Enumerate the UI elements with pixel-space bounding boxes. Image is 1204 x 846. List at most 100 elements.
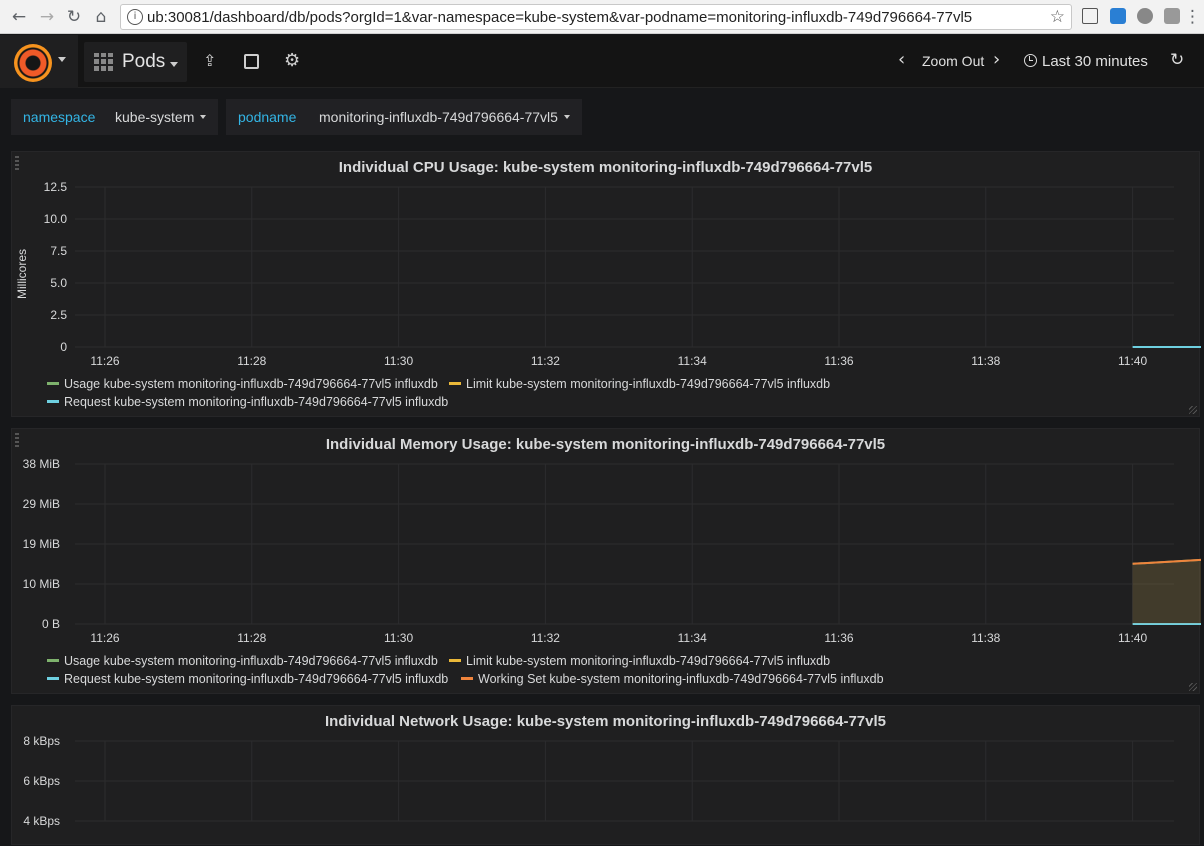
x-tick-label: 11:38 [971,354,1000,368]
series-fill [1132,559,1201,624]
caret-down-icon [58,57,66,62]
extension-globe-icon[interactable] [1137,8,1153,24]
legend-swatch [449,382,461,385]
dashboard-grid-icon [94,53,114,71]
refresh-icon[interactable]: ↻ [1170,50,1185,70]
panel-drag-handle[interactable] [15,433,19,447]
panel-resize-handle[interactable] [1189,683,1197,691]
x-tick-label: 11:26 [90,631,119,645]
y-tick-label: 10 MiB [23,577,60,591]
y-tick-label: 38 MiB [23,457,60,471]
legend-usage[interactable]: Usage kube-system monitoring-influxdb-74… [47,377,438,391]
time-back-chevron-icon[interactable]: ‹ [898,49,906,70]
panel-resize-handle[interactable] [1189,406,1197,414]
legend-request[interactable]: Request kube-system monitoring-influxdb-… [47,672,448,686]
y-tick-label: 10.0 [44,212,68,226]
network-usage-panel[interactable]: Individual Network Usage: kube-system mo… [11,705,1200,845]
clock-icon [1024,54,1037,67]
cast-icon[interactable] [1082,8,1098,24]
legend-swatch [461,677,473,680]
caret-down-icon [563,115,570,119]
x-tick-label: 11:38 [971,631,1000,645]
bookmark-star-icon[interactable]: ☆ [1049,7,1065,27]
cpu-usage-panel[interactable]: Individual CPU Usage: kube-system monito… [11,151,1201,417]
forward-arrow-icon[interactable]: → [39,7,55,27]
legend-label: Usage kube-system monitoring-influxdb-74… [64,654,438,668]
save-icon[interactable] [244,54,259,69]
x-tick-label: 11:40 [1118,631,1147,645]
x-tick-label: 11:40 [1118,354,1147,368]
series-fill [1132,559,1201,624]
zoom-out-button[interactable]: Zoom Out [922,53,985,69]
legend-limit[interactable]: Limit kube-system monitoring-influxdb-74… [449,377,830,391]
x-tick-label: 11:32 [531,354,560,368]
variable-podname-label: podname [226,99,309,135]
legend-swatch [47,382,59,385]
extension-square-icon[interactable] [1164,8,1180,24]
memory-usage-chart: 0 B 10 MiB 19 MiB 29 MiB 38 MiB 11:26 11:28 11:… [23,457,1201,645]
variable-namespace-value: kube-system [115,109,195,125]
back-arrow-icon[interactable]: ← [11,7,27,27]
x-tick-label: 11:28 [237,631,266,645]
variable-podname-value: monitoring-influxdb-749d796664-77vl5 [319,109,558,125]
grafana-menu-button[interactable] [0,35,78,88]
cpu-usage-chart: 0 2.5 5.0 7.5 10.0 12.5 11:26 11:28 11:30 11:32 11… [15,180,1201,368]
y-tick-label: 5.0 [50,276,67,290]
time-range-label: Last 30 minutes [1042,53,1148,70]
x-tick-label: 11:34 [678,631,707,645]
legend-request[interactable]: Request kube-system monitoring-influxdb-… [47,395,448,409]
legend-label: Usage kube-system monitoring-influxdb-74… [64,377,438,391]
dashboard-picker-button[interactable]: Pods [84,42,187,82]
network-usage-chart: 4 kBps 6 kBps 8 kBps [23,734,1174,828]
y-tick-label: 12.5 [44,180,68,194]
y-tick-label: 29 MiB [23,497,60,511]
x-tick-label: 11:30 [384,631,413,645]
legend-label: Request kube-system monitoring-influxdb-… [64,672,449,686]
x-tick-label: 11:36 [824,631,853,645]
legend-swatch [47,659,59,662]
x-tick-label: 11:28 [237,354,266,368]
menu-dots-icon[interactable]: ⋮ [1184,7,1201,27]
panel-drag-handle[interactable] [15,156,19,170]
memory-usage-panel[interactable]: Individual Memory Usage: kube-system mon… [11,428,1201,694]
variable-namespace-label: namespace [11,99,108,135]
legend-usage[interactable]: Usage kube-system monitoring-influxdb-74… [47,654,438,668]
series-line [1132,558,1201,565]
variable-podname-dropdown[interactable]: monitoring-influxdb-749d796664-77vl5 [307,99,582,135]
legend-limit[interactable]: Limit kube-system monitoring-influxdb-74… [449,654,830,668]
legend-swatch [47,677,59,680]
share-icon[interactable]: ⇪ [203,51,217,70]
legend-label: Limit kube-system monitoring-influxdb-74… [466,654,831,668]
x-tick-label: 11:26 [90,354,119,368]
browser-toolbar: ← → ↻ ⌂ i ub:30081/dashboard/db/pods?org… [0,0,1204,34]
dashboard-title: Pods [122,51,166,72]
variable-namespace-dropdown[interactable]: kube-system [103,99,219,135]
settings-gear-icon[interactable]: ⚙ [284,50,301,71]
info-icon[interactable]: i [127,9,143,25]
panel-title[interactable]: Individual CPU Usage: kube-system monito… [338,159,873,176]
y-tick-label: 0 B [42,617,60,631]
address-bar[interactable]: i ub:30081/dashboard/db/pods?orgId=1&var… [120,4,1072,30]
time-forward-chevron-icon[interactable]: › [993,49,1001,70]
caret-down-icon [200,115,207,119]
grafana-navbar: Pods ⇪ ⚙ ‹ Zoom Out › Last 30 minutes ↻ [0,35,1204,88]
home-icon[interactable]: ⌂ [95,7,107,27]
url-text[interactable]: ub:30081/dashboard/db/pods?orgId=1&var-n… [147,9,973,26]
y-tick-label: 4 kBps [23,814,60,828]
reload-icon[interactable]: ↻ [66,7,82,27]
legend-swatch [449,659,461,662]
y-tick-label: 19 MiB [23,537,60,551]
panel-title[interactable]: Individual Memory Usage: kube-system mon… [325,436,886,453]
extension-icon[interactable] [1110,8,1126,24]
grafana-logo-icon [14,44,52,82]
x-tick-label: 11:30 [384,354,413,368]
panel-title[interactable]: Individual Network Usage: kube-system mo… [325,713,886,730]
legend-swatch [47,400,59,403]
y-axis-label: Millicores [15,249,29,299]
y-tick-label: 6 kBps [23,774,60,788]
y-tick-label: 7.5 [50,244,67,258]
legend-working-set[interactable]: Working Set kube-system monitoring-influ… [461,672,884,686]
y-tick-label: 2.5 [50,308,67,322]
legend-label: Limit kube-system monitoring-influxdb-74… [466,377,831,391]
time-range-picker[interactable]: Last 30 minutes [1024,53,1148,70]
